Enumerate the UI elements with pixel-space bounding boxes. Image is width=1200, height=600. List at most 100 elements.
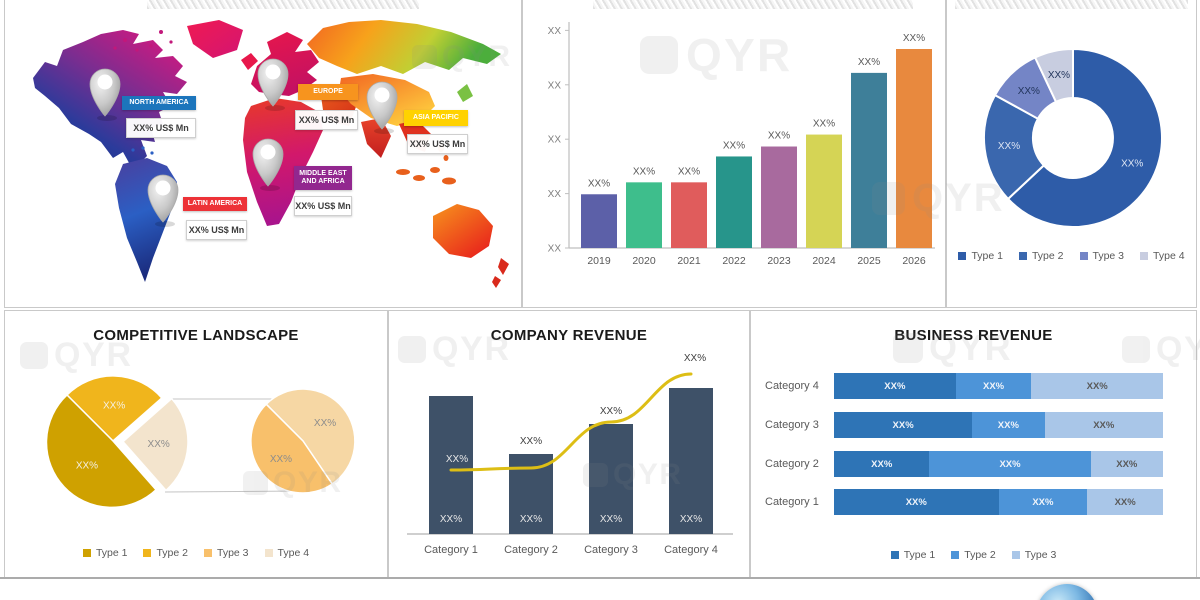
british-isles	[241, 53, 258, 70]
legend-label: Type 1	[903, 549, 936, 561]
chart-label: 2024	[812, 255, 836, 267]
region-name: MIDDLE EAST AND AFRICA	[294, 166, 352, 190]
secondary-pie-slice	[250, 403, 334, 494]
chart-label: XX%	[633, 166, 655, 177]
chart-label: XX	[548, 80, 562, 91]
chart-label: Category 3	[584, 544, 638, 556]
legend-label: Type 3	[217, 547, 249, 559]
region-value: XX% US$ Mn	[407, 134, 468, 154]
chart-label: 2023	[767, 255, 791, 267]
bar-category-4	[669, 388, 713, 534]
legend-item: Type 1	[82, 547, 128, 559]
region-name: ASIA PACIFIC	[404, 110, 468, 126]
chart-label: Category 1	[424, 544, 478, 556]
segment-type-1: XX%	[834, 451, 930, 477]
pie-slice	[65, 375, 163, 443]
chart-label: Category 2	[504, 544, 558, 556]
india	[361, 118, 391, 158]
africa	[243, 98, 323, 226]
chart-label: XX%	[588, 178, 610, 189]
category-label: Category 3	[765, 419, 819, 431]
chart-label: XX	[548, 189, 562, 200]
legend-label: Type 1	[971, 250, 1003, 262]
chart-label: XX	[548, 26, 562, 37]
panel-competitive-landscape: COMPETITIVE LANDSCAPE XX% XX% XX% XX% XX% Ty…	[4, 310, 388, 578]
map-pin-icon	[252, 138, 284, 191]
bar-category-3	[589, 424, 633, 534]
business-revenue-title: BUSINESS REVENUE	[894, 327, 1053, 344]
legend-swatch	[1079, 252, 1088, 260]
pie-of-pie-chart: XX% XX% XX% XX% XX%	[45, 375, 356, 509]
company-revenue-chart: XX% Category 1 XX% Category 2 XX% Category 3 X…	[407, 353, 733, 556]
chart-label: XX%	[314, 418, 336, 429]
greenland	[187, 20, 243, 58]
chart-label: 2022	[722, 255, 746, 267]
category-label: Category 2	[765, 458, 819, 470]
legend-item: Type 1	[890, 549, 936, 561]
stacked-bar: XX% XX% XX%	[834, 373, 1163, 399]
chart-label: XX%	[520, 514, 542, 525]
donut-slice-type-2	[982, 93, 1046, 201]
legend-label: Type 3	[1024, 549, 1057, 561]
revenue-trend-line	[449, 372, 693, 472]
bottom-divider	[0, 577, 1200, 579]
category-label: Category 4	[765, 380, 819, 392]
chart-label: XX%	[858, 57, 880, 68]
legend-item: Type 1	[958, 250, 1003, 262]
bar-2020	[626, 182, 662, 248]
legend-swatch	[1018, 252, 1027, 260]
cropped-title-remnant	[593, 0, 913, 9]
segment-type-1: XX%	[834, 489, 999, 515]
legend-label: Type 1	[95, 547, 128, 559]
business-legend: Type 1 Type 2 Type 3	[751, 549, 1196, 561]
stacked-bar: XX% XX% XX%	[834, 412, 1163, 438]
legend-swatch	[264, 549, 273, 557]
legend-item: Type 2	[951, 549, 996, 561]
stacked-bar-row: Category 3 XX% XX% XX%	[751, 412, 1196, 438]
bar-2024	[806, 134, 842, 248]
legend-swatch	[1140, 252, 1149, 260]
legend-swatch	[82, 549, 91, 557]
segment-type-3: XX%	[1090, 451, 1163, 477]
donut-legend: Type 1 Type 2 Type 3 Type 4	[947, 250, 1196, 262]
cropped-title-remnant	[147, 0, 419, 9]
region-value: XX% US$ Mn	[186, 220, 247, 240]
region-name: EUROPE	[298, 84, 358, 100]
panel-company-revenue: COMPANY REVENUE XX% Category 1 XX% Category…	[388, 310, 750, 578]
bar-2019	[581, 194, 617, 248]
chart-label: Category 4	[664, 544, 718, 556]
legend-label: Type 2	[1031, 250, 1064, 262]
chart-label: XX%	[1048, 70, 1070, 81]
segment-type-1: XX%	[834, 412, 973, 438]
legend-swatch	[1011, 551, 1020, 559]
stacked-bar-row: Category 1 XX% XX% XX%	[751, 489, 1196, 515]
region-value: XX% US$ Mn	[295, 110, 358, 130]
map-region-label: LATIN AMERICA XX% US$ Mn	[183, 197, 247, 240]
donut-slice-type-1	[1006, 47, 1163, 228]
chart-label: XX%	[270, 454, 292, 465]
legend-item: Type 2	[143, 547, 188, 559]
legend-label: Type 2	[964, 549, 996, 561]
chart-label: 2019	[587, 255, 611, 267]
chart-label: XX%	[998, 141, 1020, 152]
segment-type-2: XX%	[998, 489, 1088, 515]
map-region-label: ASIA PACIFIC XX% US$ Mn	[404, 110, 468, 154]
chart-label: XX%	[600, 514, 622, 525]
chart-label: XX%	[678, 166, 700, 177]
yearly-bar-chart: XX XX XX XX XX XX% 2019 XX% 2020 XX% 2021 XX% 2022 XX…	[548, 22, 935, 267]
australia	[433, 204, 493, 258]
panel-business-revenue: BUSINESS REVENUE Category 4 XX% XX% XX% Cate…	[750, 310, 1197, 578]
legend-item: Type 4	[1140, 250, 1185, 262]
chart-label: XX%	[684, 353, 706, 364]
chart-label: XX%	[1018, 86, 1040, 97]
legend-item: Type 3	[204, 547, 249, 559]
chart-label: XX%	[520, 436, 542, 447]
world-map	[33, 20, 509, 288]
new-zealand	[492, 258, 509, 288]
map-region-label: MIDDLE EAST AND AFRICA XX% US$ Mn	[294, 166, 352, 216]
japan	[457, 84, 473, 102]
secondary-pie-slice	[265, 388, 356, 486]
chart-label: XX%	[148, 439, 170, 450]
legend-item: Type 3	[1079, 250, 1124, 262]
legend-label: Type 4	[277, 547, 310, 559]
